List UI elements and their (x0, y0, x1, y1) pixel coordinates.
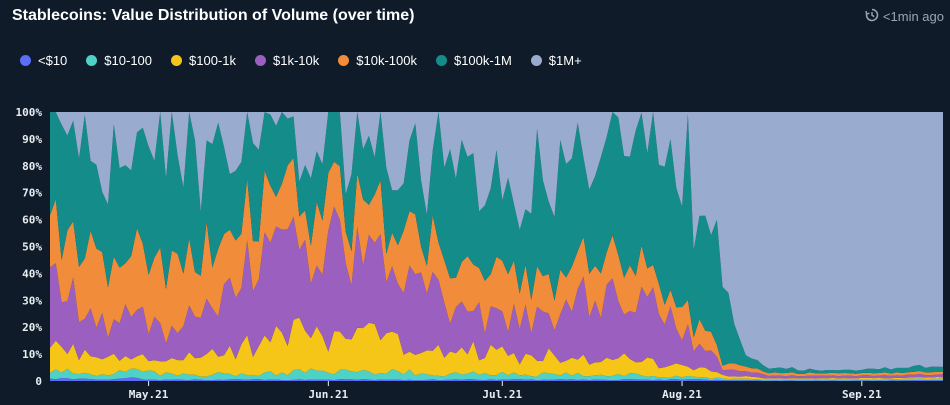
x-tick-label: May.21 (129, 388, 169, 401)
legend-dot-icon (171, 55, 183, 66)
legend-dot-icon (435, 55, 447, 66)
series-area-1[interactable] (50, 368, 943, 381)
series-area-5[interactable] (50, 112, 943, 374)
y-tick-label: 100% (16, 106, 43, 119)
legend-item-3[interactable]: $1k-10k (255, 53, 319, 68)
legend-dot-icon (338, 55, 350, 66)
last-updated[interactable]: <1min ago (865, 8, 944, 25)
legend-label: $1M+ (548, 53, 582, 68)
legend-item-2[interactable]: $100-1k (171, 53, 236, 68)
area-layers (50, 112, 943, 381)
legend-label: $100-1k (189, 53, 236, 68)
y-tick-label: 70% (22, 187, 42, 200)
legend-item-4[interactable]: $10k-100k (338, 53, 417, 68)
x-tick-label: Aug.21 (662, 388, 702, 401)
legend-label: $10k-100k (356, 53, 417, 68)
y-tick-label: 30% (22, 294, 42, 307)
series-area-6[interactable] (50, 112, 943, 371)
x-tick-label: Jun.21 (308, 388, 348, 401)
y-tick-label: 20% (22, 321, 42, 334)
legend-item-6[interactable]: $1M+ (530, 53, 582, 68)
x-tick-label: Sep.21 (842, 388, 882, 401)
y-tick-label: 40% (22, 267, 42, 280)
y-tick-label: 90% (22, 133, 42, 146)
legend-label: <$10 (38, 53, 68, 68)
legend-item-1[interactable]: $10-100 (86, 53, 152, 68)
legend-dot-icon (255, 55, 266, 66)
series-area-3[interactable] (50, 206, 943, 379)
legend-label: $1k-10k (273, 53, 320, 68)
last-updated-text: <1min ago (882, 9, 944, 24)
y-tick-label: 80% (22, 160, 42, 173)
y-tick-label: 10% (22, 348, 42, 361)
y-tick-label: 60% (22, 214, 42, 227)
refresh-clock-icon[interactable] (865, 8, 879, 25)
legend-dot-icon (530, 55, 542, 66)
legend-item-0[interactable]: <$10 (20, 53, 67, 68)
y-tick-label: 50% (22, 241, 42, 254)
x-tick-label: Jul.21 (482, 388, 522, 401)
legend-label: $10-100 (104, 53, 153, 68)
legend-label: $100k-1M (453, 53, 512, 68)
series-area-4[interactable] (50, 157, 943, 377)
legend-item-5[interactable]: $100k-1M (435, 53, 512, 68)
chart-legend: <$10 $10-100 $100-1k $1k-10k $10k-100k $100k-… (20, 53, 601, 68)
series-area-0[interactable] (50, 377, 943, 381)
chart-title: Stablecoins: Value Distribution of Volum… (12, 7, 415, 24)
series-area-2[interactable] (50, 317, 943, 380)
y-tick-label: 0 (35, 375, 42, 388)
legend-dot-icon (20, 55, 31, 66)
legend-dot-icon (86, 55, 98, 66)
